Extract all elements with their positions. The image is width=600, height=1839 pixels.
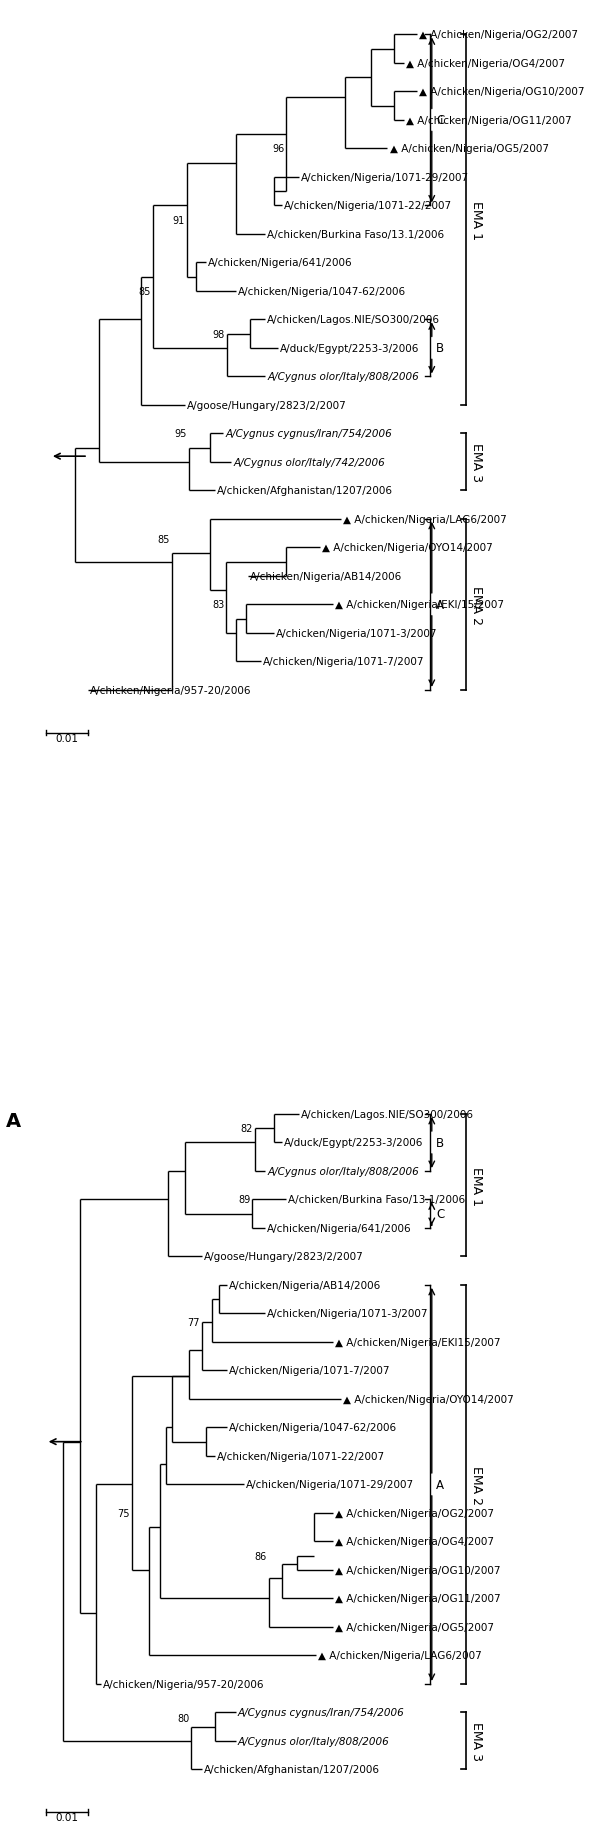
Text: A/chicken/Lagos.NIE/SO300/2006: A/chicken/Lagos.NIE/SO300/2006 [267, 314, 440, 326]
Text: 0.01: 0.01 [55, 734, 79, 743]
Text: ▲ A/chicken/Nigeria/LAG6/2007: ▲ A/chicken/Nigeria/LAG6/2007 [343, 515, 507, 524]
Text: A/chicken/Nigeria/1071-7/2007: A/chicken/Nigeria/1071-7/2007 [263, 657, 425, 668]
Text: ▲ A/chicken/Nigeria/OYO14/2007: ▲ A/chicken/Nigeria/OYO14/2007 [322, 543, 493, 554]
Text: A/chicken/Burkina Faso/13.1/2006: A/chicken/Burkina Faso/13.1/2006 [289, 1195, 466, 1205]
Text: A/chicken/Burkina Faso/13.1/2006: A/chicken/Burkina Faso/13.1/2006 [267, 230, 445, 239]
Text: 77: 77 [187, 1317, 200, 1328]
Text: A/duck/Egypt/2253-3/2006: A/duck/Egypt/2253-3/2006 [280, 344, 419, 353]
Text: ▲ A/chicken/Nigeria/OG5/2007: ▲ A/chicken/Nigeria/OG5/2007 [389, 143, 548, 154]
Text: ▲ A/chicken/Nigeria/OG2/2007: ▲ A/chicken/Nigeria/OG2/2007 [419, 31, 578, 40]
Text: EMA 1: EMA 1 [470, 1166, 482, 1205]
Text: 82: 82 [240, 1124, 253, 1133]
Text: A/goose/Hungary/2823/2/2007: A/goose/Hungary/2823/2/2007 [187, 401, 347, 410]
Text: A/chicken/Nigeria/AB14/2006: A/chicken/Nigeria/AB14/2006 [250, 572, 403, 581]
Text: 91: 91 [173, 215, 185, 226]
Text: A/chicken/Afghanistan/1207/2006: A/chicken/Afghanistan/1207/2006 [204, 1764, 380, 1775]
Text: 83: 83 [212, 600, 224, 611]
Text: A/chicken/Lagos.NIE/SO300/2006: A/chicken/Lagos.NIE/SO300/2006 [301, 1109, 474, 1120]
Text: A/Cygnus olor/Italy/808/2006: A/Cygnus olor/Italy/808/2006 [267, 371, 419, 383]
Text: A/chicken/Nigeria/1047-62/2006: A/chicken/Nigeria/1047-62/2006 [229, 1423, 397, 1433]
Text: C: C [436, 114, 444, 127]
Text: A/chicken/Nigeria/1071-22/2007: A/chicken/Nigeria/1071-22/2007 [284, 200, 452, 211]
Text: A/Cygnus cygnus/Iran/754/2006: A/Cygnus cygnus/Iran/754/2006 [238, 1707, 404, 1718]
Text: A/chicken/Nigeria/1071-7/2007: A/chicken/Nigeria/1071-7/2007 [229, 1366, 391, 1376]
Text: EMA 3: EMA 3 [470, 1721, 482, 1760]
Text: ▲ A/chicken/Nigeria/OG11/2007: ▲ A/chicken/Nigeria/OG11/2007 [335, 1594, 500, 1604]
Text: A/duck/Egypt/2253-3/2006: A/duck/Egypt/2253-3/2006 [284, 1138, 424, 1148]
Text: 0.01: 0.01 [55, 1811, 79, 1822]
Text: ▲ A/chicken/Nigeria/OG10/2007: ▲ A/chicken/Nigeria/OG10/2007 [335, 1565, 500, 1574]
Text: ▲ A/chicken/Nigeria/EKI15/2007: ▲ A/chicken/Nigeria/EKI15/2007 [335, 1337, 500, 1348]
Text: ▲ A/chicken/Nigeria/OG11/2007: ▲ A/chicken/Nigeria/OG11/2007 [406, 116, 572, 125]
Text: EMA 2: EMA 2 [470, 585, 482, 625]
Text: A/chicken/Nigeria/1047-62/2006: A/chicken/Nigeria/1047-62/2006 [238, 287, 406, 296]
Text: C: C [436, 1208, 444, 1221]
Text: ▲ A/chicken/Nigeria/OG5/2007: ▲ A/chicken/Nigeria/OG5/2007 [335, 1622, 494, 1631]
Text: A/Cygnus olor/Italy/742/2006: A/Cygnus olor/Italy/742/2006 [233, 458, 385, 467]
Text: 95: 95 [175, 428, 187, 440]
Text: ▲ A/chicken/Nigeria/OYO14/2007: ▲ A/chicken/Nigeria/OYO14/2007 [343, 1394, 514, 1405]
Text: B: B [436, 342, 444, 355]
Text: A/chicken/Nigeria/AB14/2006: A/chicken/Nigeria/AB14/2006 [229, 1280, 382, 1291]
Text: ▲ A/chicken/Nigeria/OG4/2007: ▲ A/chicken/Nigeria/OG4/2007 [335, 1537, 494, 1547]
Text: 75: 75 [118, 1508, 130, 1517]
Text: A/chicken/Nigeria/641/2006: A/chicken/Nigeria/641/2006 [267, 1223, 412, 1234]
Text: ▲ A/chicken/Nigeria/EKI/15/2007: ▲ A/chicken/Nigeria/EKI/15/2007 [335, 600, 504, 611]
Text: A/chicken/Nigeria/1071-3/2007: A/chicken/Nigeria/1071-3/2007 [275, 629, 437, 638]
Text: EMA 1: EMA 1 [470, 200, 482, 241]
Text: EMA 2: EMA 2 [470, 1466, 482, 1504]
Text: EMA 3: EMA 3 [470, 443, 482, 482]
Text: 96: 96 [272, 143, 284, 154]
Text: A/chicken/Nigeria/957-20/2006: A/chicken/Nigeria/957-20/2006 [103, 1679, 264, 1688]
Text: 89: 89 [238, 1195, 250, 1205]
Text: A: A [6, 1111, 21, 1131]
Text: A/chicken/Nigeria/957-20/2006: A/chicken/Nigeria/957-20/2006 [90, 686, 251, 695]
Text: ▲ A/chicken/Nigeria/OG4/2007: ▲ A/chicken/Nigeria/OG4/2007 [406, 59, 565, 68]
Text: A/Cygnus olor/Italy/808/2006: A/Cygnus olor/Italy/808/2006 [267, 1166, 419, 1177]
Text: A: A [436, 598, 444, 612]
Text: A/chicken/Nigeria/1071-29/2007: A/chicken/Nigeria/1071-29/2007 [301, 173, 469, 182]
Text: 85: 85 [158, 535, 170, 544]
Text: ▲ A/chicken/Nigeria/OG10/2007: ▲ A/chicken/Nigeria/OG10/2007 [419, 88, 584, 97]
Text: 85: 85 [139, 287, 151, 296]
Text: A/chicken/Nigeria/641/2006: A/chicken/Nigeria/641/2006 [208, 257, 353, 268]
Text: A/chicken/Afghanistan/1207/2006: A/chicken/Afghanistan/1207/2006 [217, 485, 392, 497]
Text: A/chicken/Nigeria/1071-3/2007: A/chicken/Nigeria/1071-3/2007 [267, 1309, 429, 1319]
Text: A/Cygnus olor/Italy/808/2006: A/Cygnus olor/Italy/808/2006 [238, 1736, 389, 1745]
Text: 86: 86 [254, 1550, 266, 1561]
Text: A/Cygnus cygnus/Iran/754/2006: A/Cygnus cygnus/Iran/754/2006 [225, 428, 392, 440]
Text: 98: 98 [213, 329, 225, 340]
Text: ▲ A/chicken/Nigeria/OG2/2007: ▲ A/chicken/Nigeria/OG2/2007 [335, 1508, 494, 1517]
Text: A/chicken/Nigeria/1071-22/2007: A/chicken/Nigeria/1071-22/2007 [217, 1451, 385, 1462]
Text: A: A [436, 1479, 444, 1491]
Text: 80: 80 [177, 1714, 189, 1723]
Text: B: B [436, 1137, 444, 1149]
Text: A/goose/Hungary/2823/2/2007: A/goose/Hungary/2823/2/2007 [204, 1252, 364, 1262]
Text: ▲ A/chicken/Nigeria/LAG6/2007: ▲ A/chicken/Nigeria/LAG6/2007 [318, 1650, 482, 1661]
Text: A/chicken/Nigeria/1071-29/2007: A/chicken/Nigeria/1071-29/2007 [246, 1480, 414, 1490]
